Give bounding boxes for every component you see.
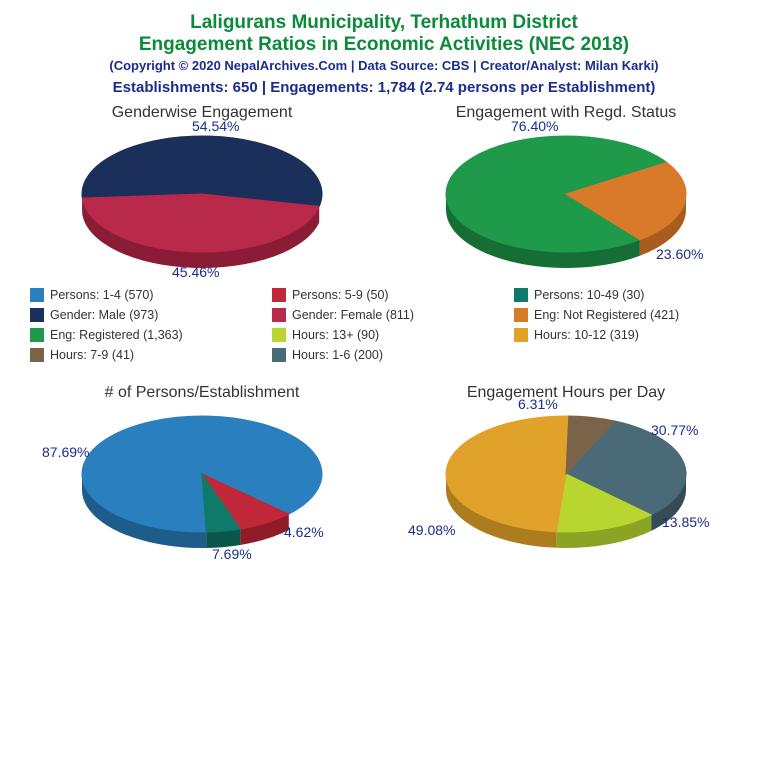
legend-label: Eng: Registered (1,363) bbox=[50, 328, 183, 342]
legend-swatch bbox=[30, 348, 44, 362]
legend-item: Gender: Female (811) bbox=[272, 308, 496, 322]
pie-persons: 87.69%7.69%4.62% bbox=[62, 404, 342, 554]
pct-label: 13.85% bbox=[662, 514, 709, 530]
legend-label: Hours: 13+ (90) bbox=[292, 328, 379, 342]
legend-swatch bbox=[272, 288, 286, 302]
chart-regd: Engagement with Regd. Status 76.40%23.60… bbox=[396, 104, 736, 274]
legend-item: Gender: Male (973) bbox=[30, 308, 254, 322]
legend-swatch bbox=[272, 348, 286, 362]
legend-item: Hours: 10-12 (319) bbox=[514, 328, 738, 342]
pct-label: 4.62% bbox=[284, 524, 324, 540]
charts-row-bottom: # of Persons/Establishment 87.69%7.69%4.… bbox=[20, 384, 748, 554]
pct-label: 23.60% bbox=[656, 246, 703, 262]
chart-title: Engagement Hours per Day bbox=[467, 384, 665, 402]
stats-line: Establishments: 650 | Engagements: 1,784… bbox=[20, 79, 748, 96]
charts-row-top: Genderwise Engagement 54.54%45.46% Engag… bbox=[20, 104, 748, 274]
legend-item: Eng: Not Registered (421) bbox=[514, 308, 738, 322]
pie-regd: 76.40%23.60% bbox=[426, 124, 706, 274]
pct-label: 76.40% bbox=[511, 118, 558, 134]
legend: Persons: 1-4 (570) Persons: 5-9 (50) Perso… bbox=[30, 288, 738, 362]
pct-label: 7.69% bbox=[212, 546, 252, 562]
legend-swatch bbox=[514, 328, 528, 342]
legend-swatch bbox=[514, 308, 528, 322]
title-line-1: Laligurans Municipality, Terhathum Distr… bbox=[20, 12, 748, 34]
legend-label: Hours: 10-12 (319) bbox=[534, 328, 639, 342]
pct-label: 6.31% bbox=[518, 396, 558, 412]
legend-swatch bbox=[272, 308, 286, 322]
legend-swatch bbox=[514, 288, 528, 302]
legend-label: Hours: 7-9 (41) bbox=[50, 348, 134, 362]
pie-gender: 54.54%45.46% bbox=[62, 124, 342, 274]
legend-label: Gender: Female (811) bbox=[292, 308, 414, 322]
chart-title: # of Persons/Establishment bbox=[105, 384, 300, 402]
legend-swatch bbox=[30, 288, 44, 302]
legend-item: Hours: 13+ (90) bbox=[272, 328, 496, 342]
legend-item: Hours: 7-9 (41) bbox=[30, 348, 254, 362]
legend-item: Persons: 5-9 (50) bbox=[272, 288, 496, 302]
legend-label: Persons: 1-4 (570) bbox=[50, 288, 154, 302]
legend-swatch bbox=[30, 308, 44, 322]
pct-label: 87.69% bbox=[42, 444, 89, 460]
header: Laligurans Municipality, Terhathum Distr… bbox=[20, 12, 748, 73]
legend-item: Eng: Registered (1,363) bbox=[30, 328, 254, 342]
pct-label: 54.54% bbox=[192, 118, 239, 134]
pct-label: 49.08% bbox=[408, 522, 455, 538]
chart-title: Engagement with Regd. Status bbox=[456, 104, 677, 122]
legend-label: Persons: 5-9 (50) bbox=[292, 288, 389, 302]
chart-persons: # of Persons/Establishment 87.69%7.69%4.… bbox=[32, 384, 372, 554]
legend-swatch bbox=[30, 328, 44, 342]
legend-swatch bbox=[272, 328, 286, 342]
pct-label: 30.77% bbox=[651, 422, 698, 438]
title-line-2: Engagement Ratios in Economic Activities… bbox=[20, 34, 748, 56]
pct-label: 45.46% bbox=[172, 264, 219, 280]
legend-label: Persons: 10-49 (30) bbox=[534, 288, 644, 302]
legend-item: Hours: 1-6 (200) bbox=[272, 348, 496, 362]
legend-label: Eng: Not Registered (421) bbox=[534, 308, 679, 322]
legend-label: Gender: Male (973) bbox=[50, 308, 158, 322]
legend-item: Persons: 1-4 (570) bbox=[30, 288, 254, 302]
legend-item: Persons: 10-49 (30) bbox=[514, 288, 738, 302]
chart-hours: Engagement Hours per Day 30.77% 13.85% 49.… bbox=[396, 384, 736, 554]
chart-gender: Genderwise Engagement 54.54%45.46% bbox=[32, 104, 372, 274]
legend-label: Hours: 1-6 (200) bbox=[292, 348, 383, 362]
pie-hours: 30.77%13.85%49.08%6.31% bbox=[426, 404, 706, 554]
copyright-line: (Copyright © 2020 NepalArchives.Com | Da… bbox=[20, 58, 748, 73]
